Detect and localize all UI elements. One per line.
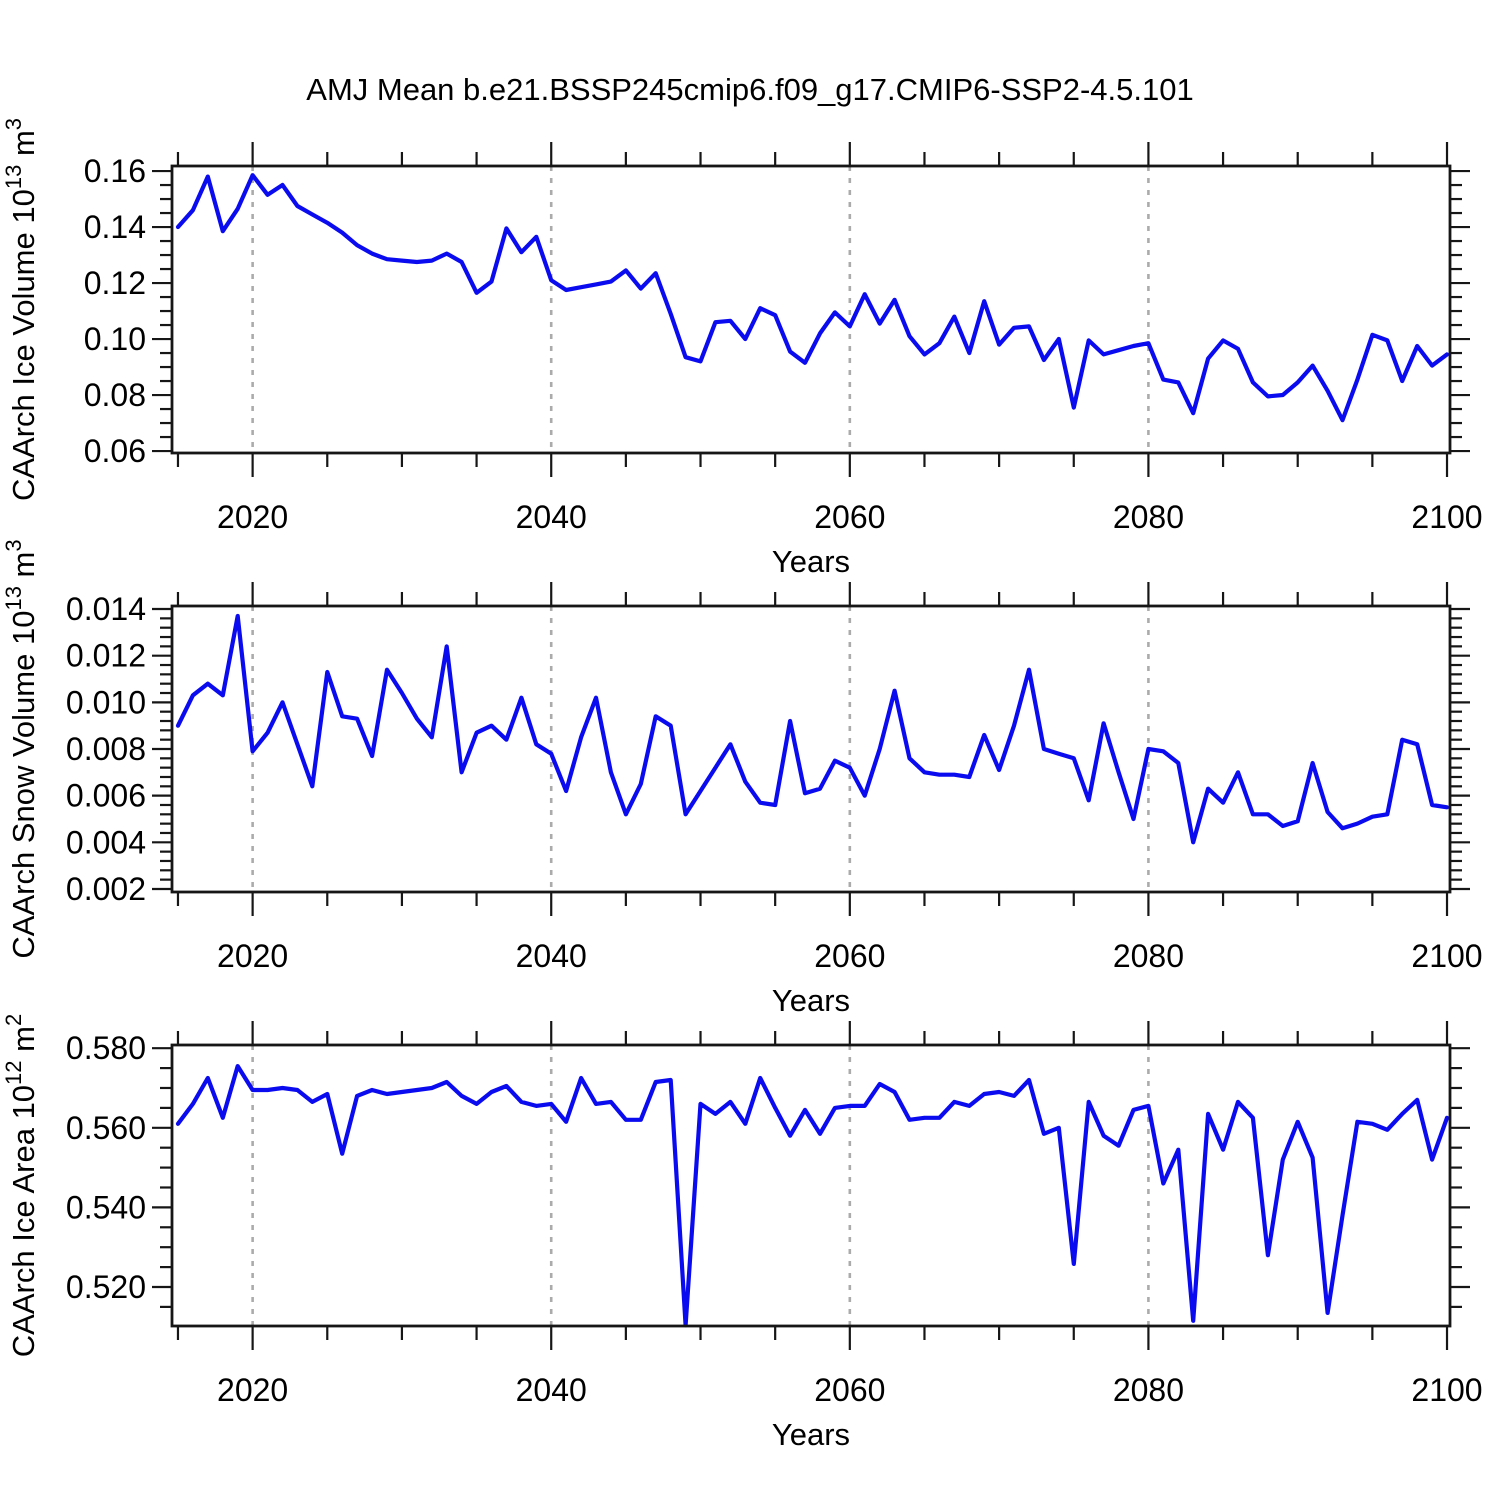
x-axis-title: Years [772, 1417, 850, 1452]
gridlines [251, 166, 1150, 453]
y-tick-label: 0.14 [84, 209, 146, 245]
chart-title: AMJ Mean b.e21.BSSP245cmip6.f09_g17.CMIP… [306, 72, 1194, 107]
y-tick-label: 0.010 [66, 684, 146, 720]
x-tick-label: 2060 [814, 1372, 885, 1408]
x-tick-label: 2080 [1113, 938, 1184, 974]
x-axis-title: Years [772, 983, 850, 1018]
y-tick-label: 0.014 [66, 591, 146, 627]
y-tick-label: 0.006 [66, 778, 146, 814]
x-axis: 2020 2040 2060 2080 2100 Years [176, 1021, 1483, 1452]
x-tick-label: 2040 [516, 499, 587, 535]
x-tick-label: 2020 [217, 499, 288, 535]
x-tick-label: 2100 [1411, 938, 1482, 974]
y-axis-title: CAArch Ice Area 1012 m2 [1, 1014, 41, 1357]
x-tick-label: 2060 [814, 938, 885, 974]
y-tick-label: 0.540 [66, 1189, 146, 1225]
data-line [175, 1063, 1450, 1328]
x-axis-title: Years [772, 544, 850, 579]
x-tick-label: 2100 [1411, 499, 1482, 535]
x-tick-label: 2080 [1113, 499, 1184, 535]
plot-frame [170, 164, 1452, 455]
y-tick-label: 0.008 [66, 731, 146, 767]
y-tick-label: 0.580 [66, 1030, 146, 1066]
y-tick-label: 0.004 [66, 824, 146, 860]
x-tick-label: 2100 [1411, 1372, 1482, 1408]
y-tick-label: 0.12 [84, 265, 146, 301]
x-axis: 2020 2040 2060 2080 2100 Years [176, 582, 1483, 1018]
panel-1: 2020 2040 2060 2080 2100 Years 0.06 0.08 0.10 0.1… [1, 118, 1483, 579]
y-axis: 0.06 0.08 0.10 0.12 0.14 0.16 CAArch Ice Volum… [1, 118, 1470, 501]
x-tick-label: 2020 [217, 938, 288, 974]
y-tick-label: 0.16 [84, 153, 146, 189]
data-line [175, 613, 1450, 845]
panel-3: 2020 2040 2060 2080 2100 Years 0.520 0.540 0.560… [1, 1014, 1483, 1452]
y-tick-label: 0.520 [66, 1269, 146, 1305]
plot-frame [170, 1043, 1452, 1328]
y-tick-label: 0.012 [66, 638, 146, 674]
x-tick-label: 2040 [516, 1372, 587, 1408]
y-axis: 0.520 0.540 0.560 0.580 CAArch Ice Area 1012… [1, 1014, 1470, 1357]
x-tick-label: 2080 [1113, 1372, 1184, 1408]
data-line [175, 173, 1450, 423]
y-axis: 0.002 0.004 0.006 0.008 0.010 0.012 0.014 CAArc… [1, 539, 1470, 959]
y-tick-label: 0.08 [84, 377, 146, 413]
y-tick-label: 0.002 [66, 871, 146, 907]
y-axis-title: CAArch Ice Volume 1013 m3 [1, 118, 41, 501]
plot-frame [170, 604, 1452, 894]
y-tick-label: 0.06 [84, 433, 146, 469]
gridlines [251, 1045, 1150, 1326]
panel-2: 2020 2040 2060 2080 2100 Years 0.002 0.004 0.006… [1, 539, 1483, 1018]
x-axis: 2020 2040 2060 2080 2100 Years [176, 142, 1483, 579]
y-tick-label: 0.10 [84, 321, 146, 357]
x-tick-label: 2020 [217, 1372, 288, 1408]
gridlines [251, 606, 1150, 892]
y-axis-title: CAArch Snow Volume 1013 m3 [1, 539, 41, 958]
x-tick-label: 2040 [516, 938, 587, 974]
y-tick-label: 0.560 [66, 1110, 146, 1146]
x-tick-label: 2060 [814, 499, 885, 535]
